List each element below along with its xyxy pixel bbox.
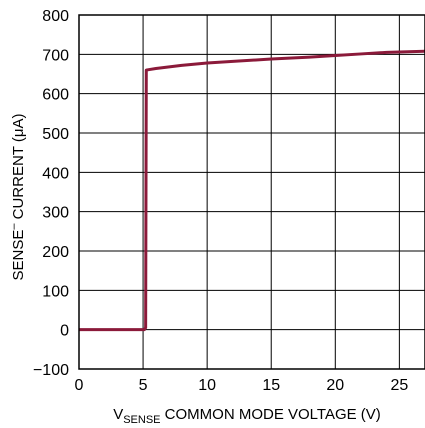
y-tick-label: 800 — [42, 8, 69, 25]
x-tick-label: 25 — [390, 377, 408, 394]
x-tick-label: 0 — [75, 377, 84, 394]
x-tick-labels: 0 5 10 15 20 25 — [75, 377, 409, 394]
series-lines — [79, 49, 425, 332]
y-tick-label: 700 — [42, 47, 69, 64]
x-tick-label: 10 — [198, 377, 216, 394]
y-axis-label-rest: CURRENT (μA) — [10, 113, 27, 223]
y-tick-label: 200 — [42, 244, 69, 261]
y-tick-label: 300 — [42, 205, 69, 222]
y-axis-label-superscript: – — [8, 223, 20, 230]
x-tick-label: 20 — [326, 377, 344, 394]
y-axis-label: SENSE– CURRENT (μA) — [8, 113, 27, 280]
y-tick-label: −100 — [33, 362, 69, 379]
y-tick-label: 0 — [60, 323, 69, 340]
y-tick-label: 500 — [42, 126, 69, 143]
plot-frame — [78, 14, 425, 370]
y-tick-labels: −100 0 100 200 300 400 500 600 700 800 — [33, 8, 69, 379]
y-tick-label: 400 — [42, 165, 69, 182]
series-line — [79, 49, 425, 332]
x-axis-label-main: V — [113, 406, 123, 423]
y-tick-label: 100 — [42, 283, 69, 300]
x-axis-label: VSENSE COMMON MODE VOLTAGE (V) — [113, 406, 381, 426]
x-tick-label: 5 — [139, 377, 148, 394]
grid — [78, 14, 425, 370]
y-axis-label-main: SENSE — [10, 230, 27, 281]
y-tick-label: 600 — [42, 87, 69, 104]
x-axis-label-subscript: SENSE — [123, 414, 160, 426]
x-tick-label: 15 — [262, 377, 280, 394]
x-axis-label-rest: COMMON MODE VOLTAGE (V) — [161, 406, 381, 423]
